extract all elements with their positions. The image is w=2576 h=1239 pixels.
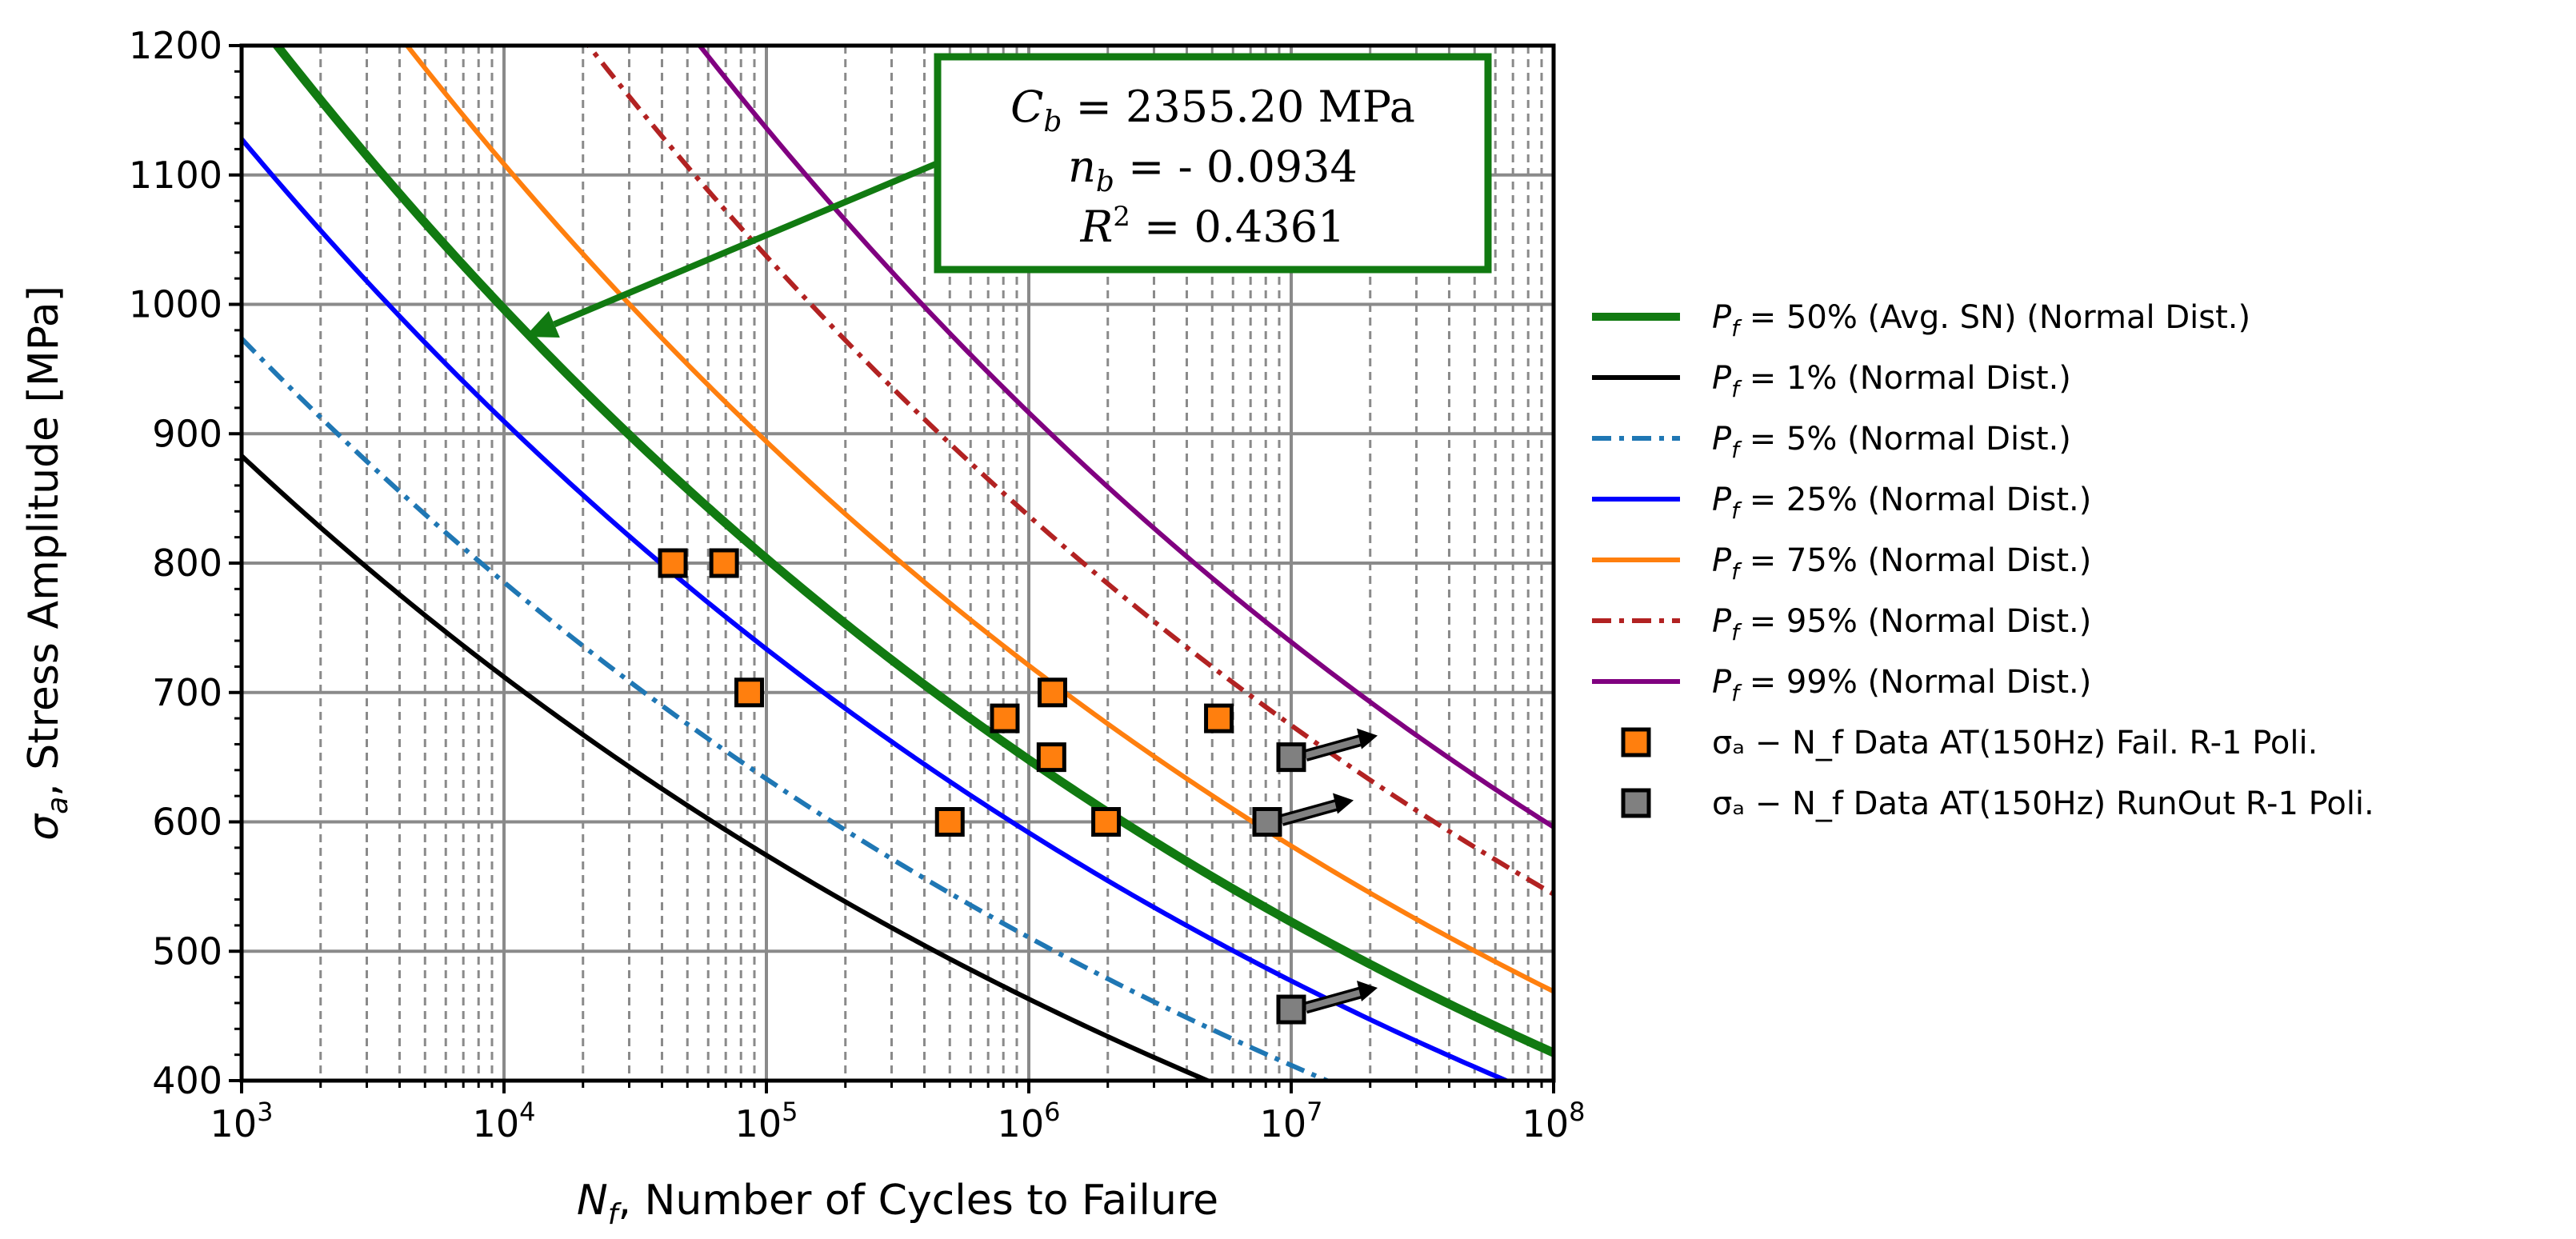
data-point-1-0 xyxy=(1276,742,1306,773)
data-point-0-1 xyxy=(709,548,739,578)
runout-arrowhead xyxy=(1332,793,1354,814)
axis-ticks: 103 104 105 106 107 108 400 500 600 700 800 900 1000… xyxy=(129,24,1586,1145)
data-point-0-7 xyxy=(1091,807,1122,837)
data-point-0-6 xyxy=(1036,742,1066,773)
data-point-1-2 xyxy=(1276,994,1306,1025)
annotation-line-nb: nb = - 0.0934 xyxy=(1068,142,1358,198)
annotation-line-r2: R2 = 0.4361 xyxy=(1080,201,1346,252)
sn-curve-series-0 xyxy=(271,46,1554,1057)
data-point-0-0 xyxy=(658,548,688,578)
y-axis-label: σa, Stress Amplitude [MPa] xyxy=(20,286,74,841)
data-points xyxy=(658,548,1378,1025)
sn-curves xyxy=(242,46,1554,1081)
sn-curve-series-4 xyxy=(404,46,1554,994)
annotation-line-cb: Cb = 2355.20 MPa xyxy=(1010,82,1415,138)
sn-curve-series-5 xyxy=(585,46,1554,897)
x-tick-label: 106 xyxy=(998,1097,1061,1145)
y-tick-label: 600 xyxy=(152,801,222,844)
x-axis-label: Nf, Number of Cycles to Failure xyxy=(577,1177,1218,1231)
data-point-0-5 xyxy=(1037,677,1067,708)
runout-arrow xyxy=(1304,989,1365,1011)
y-tick-label: 700 xyxy=(152,671,222,714)
sn-curve-series-6 xyxy=(696,46,1554,829)
legend-label-5: Pf = 95% (Normal Dist.) xyxy=(1712,603,2091,645)
legend-label-3: Pf = 25% (Normal Dist.) xyxy=(1712,482,2091,524)
y-tick-label: 1100 xyxy=(129,154,222,197)
y-tick-label: 900 xyxy=(152,412,222,455)
legend-marker-1 xyxy=(1621,788,1651,818)
legend-label-4: Pf = 75% (Normal Dist.) xyxy=(1712,542,2091,585)
y-tick-label: 1200 xyxy=(129,24,222,67)
legend: Pf = 50% (Avg. SN) (Normal Dist.) Pf = 1%… xyxy=(1592,299,2374,822)
data-point-0-8 xyxy=(1204,703,1234,733)
data-point-0-2 xyxy=(734,677,765,708)
legend-scatter-label-0: σₐ − N_f Data AT(150Hz) Fail. R-1 Poli. xyxy=(1712,725,2318,761)
y-tick-label: 500 xyxy=(152,929,222,973)
y-tick-label: 400 xyxy=(152,1059,222,1102)
annotation-arrowhead xyxy=(524,310,560,338)
data-point-0-4 xyxy=(990,703,1020,733)
legend-scatter-label-1: σₐ − N_f Data AT(150Hz) RunOut R-1 Poli. xyxy=(1712,785,2374,822)
x-tick-label: 104 xyxy=(473,1097,536,1145)
runout-arrow xyxy=(1304,736,1365,759)
legend-label-1: Pf = 1% (Normal Dist.) xyxy=(1712,360,2071,402)
x-tick-label: 108 xyxy=(1522,1097,1586,1145)
legend-label-0: Pf = 50% (Avg. SN) (Normal Dist.) xyxy=(1712,299,2250,342)
legend-label-2: Pf = 5% (Normal Dist.) xyxy=(1712,421,2071,463)
y-tick-label: 1000 xyxy=(129,283,222,326)
runout-arrow xyxy=(1280,801,1341,824)
sn-curve-series-1 xyxy=(242,454,1214,1081)
x-tick-label: 105 xyxy=(735,1097,798,1145)
annotation-arrow xyxy=(553,160,939,328)
x-tick-label: 107 xyxy=(1260,1097,1323,1145)
runout-arrowhead xyxy=(1357,728,1378,749)
runout-arrowhead xyxy=(1357,981,1378,1002)
legend-label-6: Pf = 99% (Normal Dist.) xyxy=(1712,664,2091,706)
y-tick-label: 800 xyxy=(152,542,222,585)
x-tick-label: 103 xyxy=(210,1097,274,1145)
annotation-box xyxy=(934,53,1492,274)
data-point-0-3 xyxy=(934,807,965,837)
legend-marker-0 xyxy=(1621,727,1651,757)
data-point-1-1 xyxy=(1252,807,1282,837)
fit-annotation: Cb = 2355.20 MPa nb = - 0.0934 R2 = 0.43… xyxy=(524,53,1492,338)
sn-curve-series-2 xyxy=(242,337,1334,1081)
